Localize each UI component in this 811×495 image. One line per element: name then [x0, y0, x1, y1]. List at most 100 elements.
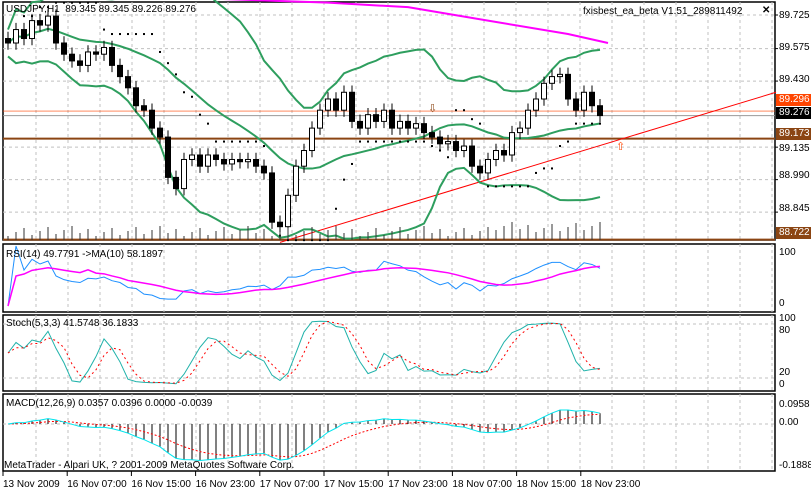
sar-dot [471, 118, 473, 121]
sar-dot [223, 140, 225, 143]
stoch-label: Stoch(5,3,3) 41.5748 36.1833 [6, 318, 139, 329]
moving-average-line [222, 0, 609, 44]
price-tick: 88.845 [779, 203, 810, 214]
current-price-tag: 89.276 [776, 107, 811, 119]
sar-dot [47, 6, 49, 9]
candle-body [101, 46, 107, 55]
candle-body [333, 98, 339, 111]
sar-dot [199, 113, 201, 116]
candle-body [437, 136, 443, 145]
candle-body [117, 64, 123, 78]
price-tick: 88.990 [779, 170, 810, 181]
price-tick: 89.135 [779, 143, 810, 154]
sar-dot [247, 140, 249, 143]
close-icon[interactable]: ✕ [762, 5, 771, 16]
sar-dot [407, 140, 409, 143]
sar-dot [599, 122, 601, 125]
candle-body [597, 105, 603, 117]
stoch-signal-line [7, 320, 601, 384]
price-tick: 89.725 [779, 10, 810, 21]
time-tick: 16 Nov 07:00 [67, 479, 127, 490]
candle-body [533, 98, 539, 111]
macd-signal-line [7, 413, 601, 458]
sar-dot [583, 122, 585, 125]
sar-dot [447, 156, 449, 159]
sar-dot [127, 33, 129, 36]
candle-body [317, 109, 323, 129]
candle-body [565, 73, 571, 100]
candle-body [381, 109, 387, 122]
sar-dot [103, 28, 105, 31]
candle-body [405, 120, 411, 129]
candle-body [237, 158, 243, 163]
candle-body [45, 15, 51, 26]
candle-body [589, 91, 595, 107]
candle-body [133, 87, 139, 107]
sar-dot [567, 140, 569, 143]
candle-body [141, 105, 147, 111]
candle-body [389, 109, 395, 129]
candle-body [285, 194, 291, 228]
bollinger-upper [7, 0, 601, 109]
candle-body [221, 158, 227, 165]
candle-body [429, 132, 435, 138]
candle-body [581, 91, 587, 111]
sar-dot [135, 33, 137, 36]
sar-dot [239, 140, 241, 143]
candle-body [229, 158, 235, 165]
sar-dot [87, 1, 89, 4]
candle-body [573, 98, 579, 111]
candle-body [125, 76, 131, 89]
panel-frame [2, 243, 776, 313]
candle-body [245, 158, 251, 163]
sar-dot [503, 185, 505, 188]
candle-body [365, 114, 371, 129]
sar-dot [255, 140, 257, 143]
candle-body [269, 172, 275, 223]
candle-body [261, 165, 267, 174]
candle-body [493, 150, 499, 160]
time-tick: 13 Nov 2009 [3, 479, 60, 490]
candle-body [109, 46, 115, 66]
sar-dot [303, 239, 305, 242]
candle-body [501, 150, 507, 156]
stoch-main-line [7, 320, 601, 385]
candle-body [5, 38, 11, 44]
arrow-icon: ⇧ [616, 141, 625, 153]
candle-body [253, 158, 259, 167]
candle-body [181, 158, 187, 190]
candle-body [477, 165, 483, 174]
sar-dot [263, 145, 265, 148]
candle-body [213, 154, 219, 160]
sar-dot [335, 207, 337, 210]
sar-dot [575, 122, 577, 125]
sar-dot [383, 140, 385, 143]
sar-dot [519, 185, 521, 188]
sar-dot [535, 171, 537, 174]
candle-body [461, 145, 467, 152]
candle-body [205, 154, 211, 167]
sar-dot [191, 95, 193, 98]
ask-price-tag: 89.296 [776, 94, 811, 106]
sar-dot [391, 140, 393, 143]
sar-dot [111, 33, 113, 36]
sar-dot [343, 178, 345, 181]
candle-body [485, 158, 491, 174]
candle-body [149, 109, 155, 129]
candle-body [469, 145, 475, 167]
sar-dot [327, 239, 329, 242]
candle-body [93, 51, 99, 55]
sar-dot [119, 33, 121, 36]
sar-dot [207, 122, 209, 125]
sar-dot [455, 109, 457, 112]
candle-body [77, 60, 83, 66]
candle-body [517, 127, 523, 134]
rsi-ma-line [7, 265, 601, 307]
candle-body [509, 132, 515, 156]
candle-body [349, 91, 355, 122]
sar-dot [175, 73, 177, 76]
macd-main-line [7, 409, 601, 462]
sar-dot [63, 1, 65, 4]
